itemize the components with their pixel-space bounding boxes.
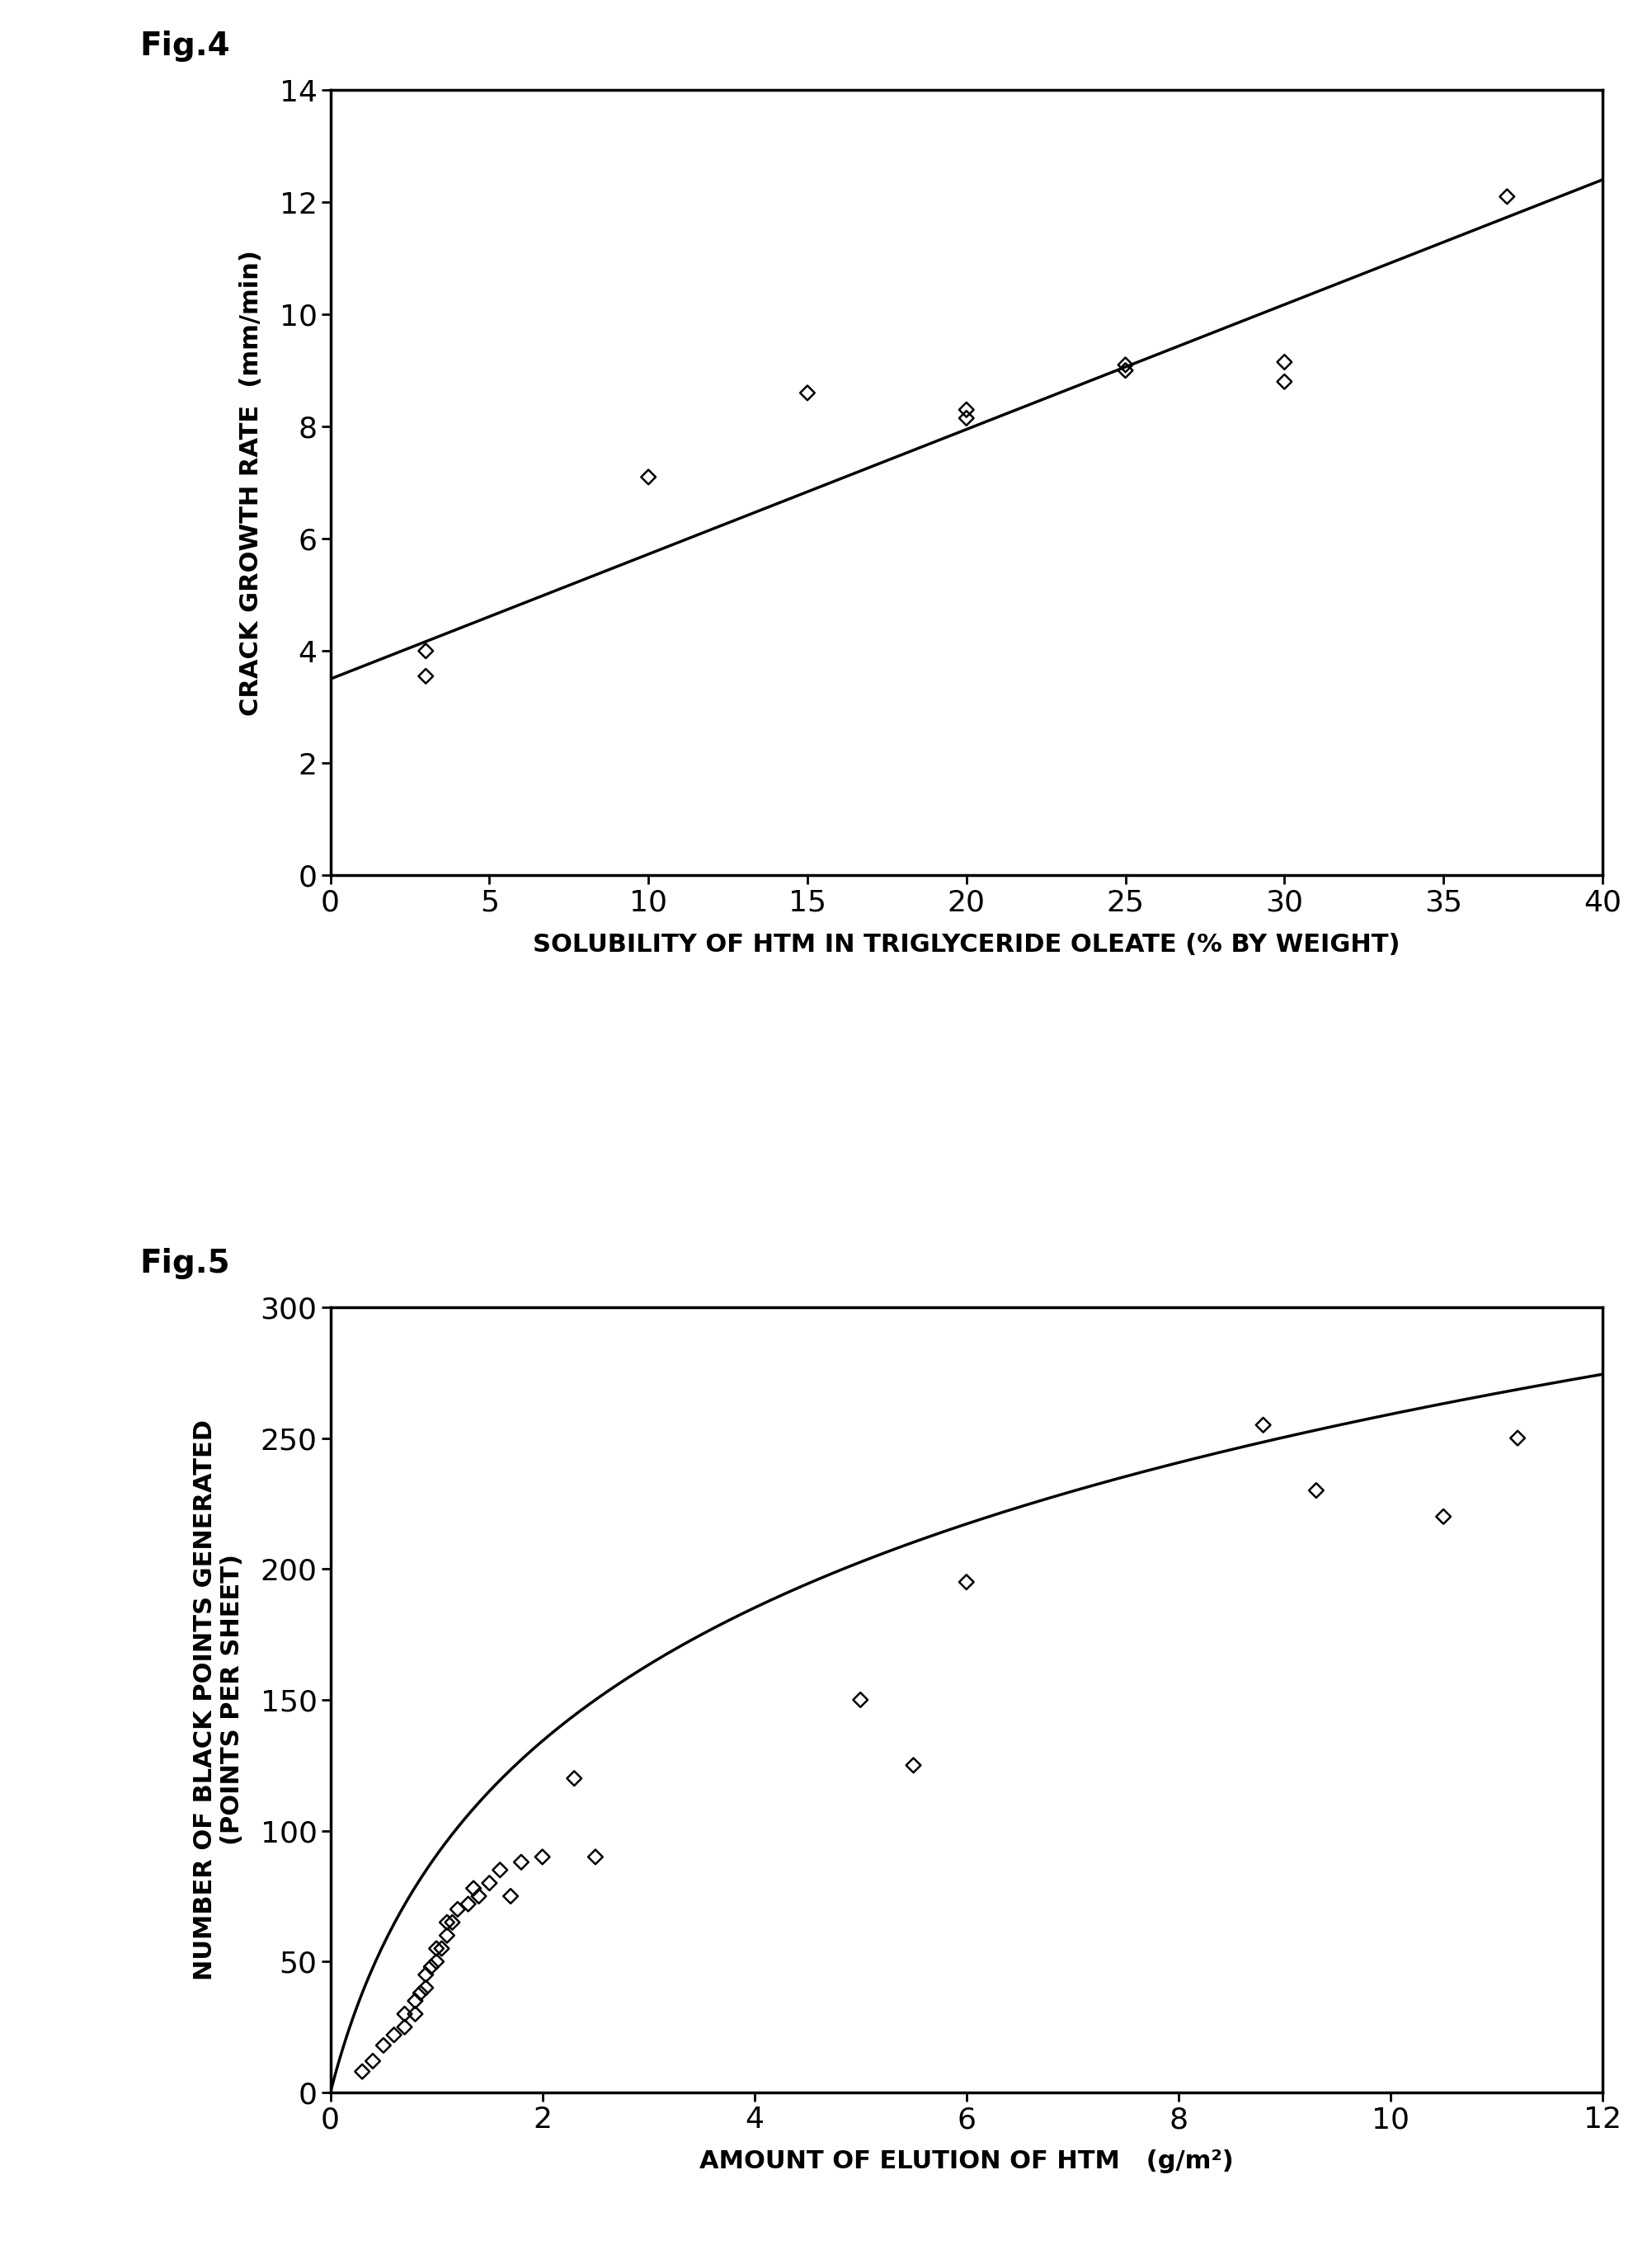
Point xyxy=(509,1845,535,1881)
Point xyxy=(428,1930,454,1966)
Point xyxy=(634,459,661,495)
Point xyxy=(461,1870,487,1906)
Y-axis label: CRACK GROWTH RATE  (mm/min): CRACK GROWTH RATE (mm/min) xyxy=(240,250,263,716)
Point xyxy=(434,1917,461,1953)
Point xyxy=(795,376,821,412)
Point xyxy=(1303,1472,1330,1508)
Point xyxy=(487,1852,514,1888)
Point xyxy=(466,1879,492,1915)
Point xyxy=(953,392,980,428)
Point xyxy=(562,1760,588,1796)
Point xyxy=(1431,1499,1457,1535)
Point xyxy=(392,2009,418,2045)
Text: Fig.4: Fig.4 xyxy=(140,32,230,63)
X-axis label: SOLUBILITY OF HTM IN TRIGLYCERIDE OLEATE (% BY WEIGHT): SOLUBILITY OF HTM IN TRIGLYCERIDE OLEATE… xyxy=(534,932,1399,956)
Point xyxy=(1493,178,1520,214)
Point xyxy=(582,1838,608,1874)
Point xyxy=(413,632,439,668)
Point xyxy=(454,1886,481,1922)
Point xyxy=(953,400,980,437)
Point xyxy=(439,1904,466,1940)
Point xyxy=(1112,353,1138,389)
Point xyxy=(413,1958,439,1994)
Point xyxy=(434,1904,461,1940)
Point xyxy=(1505,1420,1531,1456)
Point xyxy=(1272,344,1298,380)
Point xyxy=(401,1982,428,2018)
Point xyxy=(444,1892,471,1928)
Point xyxy=(401,1996,428,2032)
Point xyxy=(423,1930,449,1966)
Point xyxy=(392,1996,418,2032)
Point xyxy=(953,1564,980,1600)
Point xyxy=(529,1838,555,1874)
Text: Fig.5: Fig.5 xyxy=(140,1249,230,1280)
Point xyxy=(476,1865,502,1901)
Point xyxy=(423,1944,449,1980)
Point xyxy=(413,1969,439,2005)
Point xyxy=(370,2027,396,2063)
Y-axis label: NUMBER OF BLACK POINTS GENERATED
(POINTS PER SHEET): NUMBER OF BLACK POINTS GENERATED (POINTS… xyxy=(193,1420,244,1980)
Point xyxy=(413,659,439,695)
Point xyxy=(497,1879,524,1915)
Point xyxy=(1112,346,1138,382)
Point xyxy=(360,2043,387,2079)
Point xyxy=(408,1976,434,2012)
Point xyxy=(418,1948,444,1984)
Point xyxy=(847,1681,874,1717)
Point xyxy=(900,1748,927,1784)
Point xyxy=(349,2054,375,2090)
X-axis label: AMOUNT OF ELUTION OF HTM   (g/m²): AMOUNT OF ELUTION OF HTM (g/m²) xyxy=(699,2149,1234,2174)
Point xyxy=(1272,365,1298,400)
Point xyxy=(380,2016,408,2052)
Point xyxy=(1251,1406,1277,1442)
